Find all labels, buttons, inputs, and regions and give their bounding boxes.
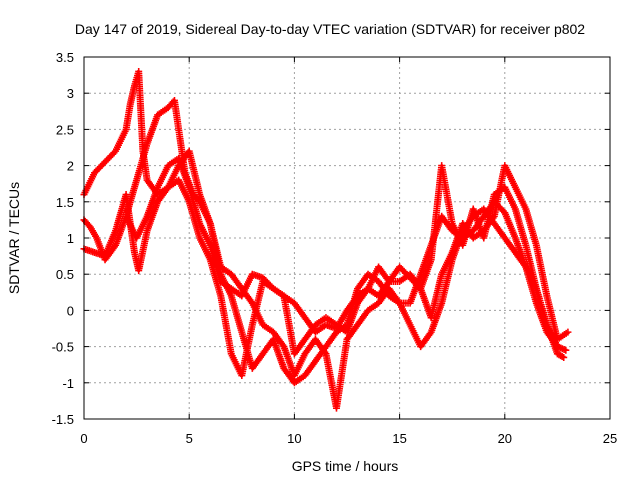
data-point <box>560 353 568 361</box>
x-tick-label: 0 <box>80 431 87 446</box>
y-tick-label: -0.5 <box>52 340 74 355</box>
data-points <box>80 67 572 412</box>
data-point <box>562 346 570 354</box>
axis-ticks: 0 5 10 15 20 25 -1.5 -1 -0.5 0 0.5 1 1.5 2 2.5 3 3.5 <box>52 50 618 446</box>
y-tick-label: -1.5 <box>52 412 74 427</box>
y-tick-label: 2 <box>67 159 74 174</box>
chart-title: Day 147 of 2019, Sidereal Day-to-day VTE… <box>75 21 585 37</box>
x-tick-label: 25 <box>603 431 617 446</box>
y-tick-label: 1 <box>67 231 74 246</box>
x-tick-label: 5 <box>186 431 193 446</box>
x-tick-label: 20 <box>498 431 512 446</box>
data-series <box>122 154 561 351</box>
plot-frame <box>83 56 611 420</box>
y-tick-label: 3.5 <box>56 50 74 65</box>
data-series <box>80 96 568 412</box>
y-tick-label: 2.5 <box>56 122 74 137</box>
y-axis-label: SDTVAR / TECUs <box>6 182 22 294</box>
x-axis-label: GPS time / hours <box>292 458 399 474</box>
data-point <box>553 343 561 351</box>
y-tick-label: 0 <box>67 303 74 318</box>
x-tick-label: 10 <box>287 431 301 446</box>
data-point <box>564 328 572 336</box>
y-tick-label: 0.5 <box>56 267 74 282</box>
x-tick-label: 15 <box>392 431 406 446</box>
y-tick-label: 1.5 <box>56 195 74 210</box>
y-tick-label: 3 <box>67 86 74 101</box>
y-tick-label: -1 <box>62 376 74 391</box>
